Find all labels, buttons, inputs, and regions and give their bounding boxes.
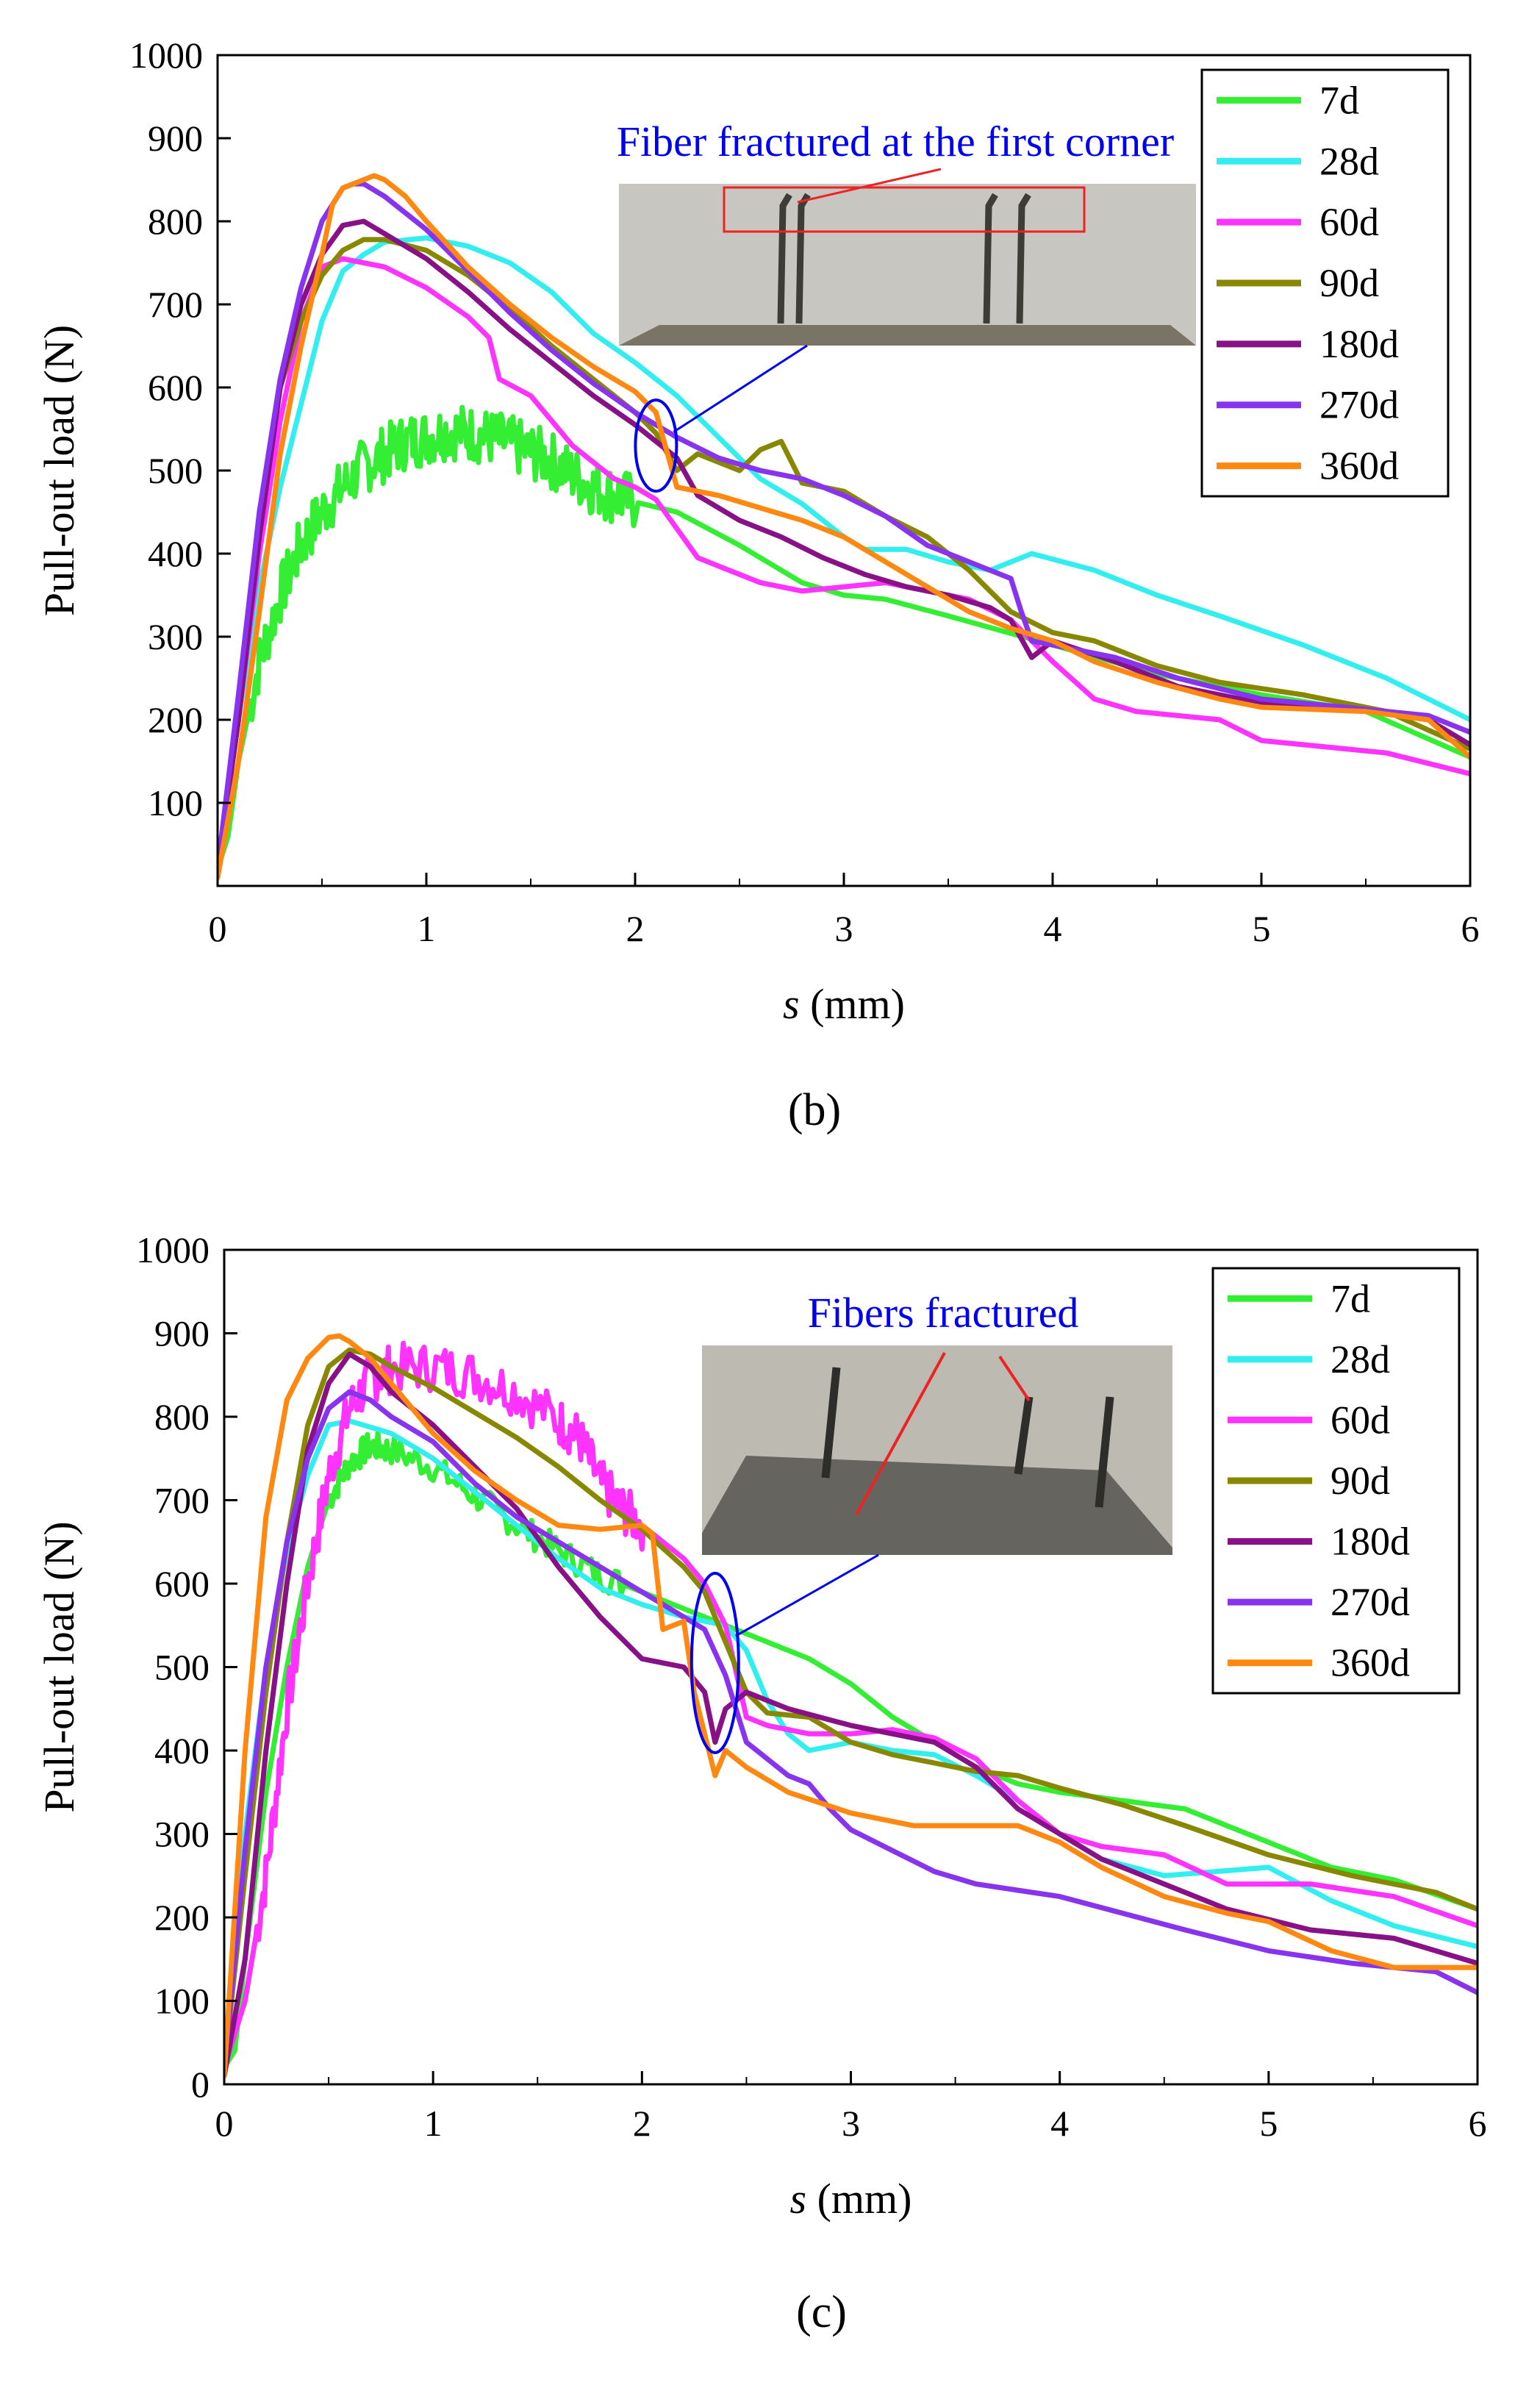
y-tick-label: 500 [148,450,203,491]
photo-fiber [1014,1396,1034,1475]
legend-label-60d: 60d [1331,1398,1390,1442]
x-tick-label: 3 [835,908,853,949]
photo-background [619,184,1196,346]
x-tick-label: 4 [1044,908,1062,949]
annotation-ellipse [634,398,678,493]
y-axis-label: Pull-out load (N) [35,1521,83,1812]
legend-label-90d: 90d [1319,261,1379,305]
series-group [224,1333,1478,2079]
y-tick-label: 300 [154,1814,209,1855]
series-line-28d [218,235,1470,872]
y-tick-label: 900 [148,118,203,159]
legend-label-180d: 180d [1331,1520,1410,1564]
legend-label-270d: 270d [1319,383,1399,427]
series-line-7d [218,404,1470,872]
annotation-ellipse [690,1571,740,1754]
y-tick-label: 400 [148,533,203,574]
y-tick-label: 100 [148,782,203,823]
y-tick-label: 200 [154,1897,209,1938]
photo-fiber [795,193,811,324]
x-axis-label-italic: s [783,980,800,1028]
photo-fiber [983,193,998,324]
photo-fibers-fractured [702,1345,1172,1555]
photo-fiber [821,1367,841,1478]
x-tick-label: 4 [1050,2103,1069,2144]
photo-specimen-base [619,325,1196,346]
photo-specimen-base [702,1456,1172,1555]
legend-label-7d: 7d [1319,78,1359,122]
y-tick-label: 500 [154,1647,209,1688]
x-tick-label: 0 [209,908,227,949]
legend-label-180d: 180d [1319,322,1399,366]
legend-label-60d: 60d [1319,200,1379,244]
photo-highlight-box [723,186,1086,233]
series-group [218,173,1470,881]
x-tick-label: 3 [842,2103,860,2144]
x-tick-label: 5 [1259,2103,1278,2144]
series-line-270d [224,1389,1478,2070]
y-tick-label: 600 [148,367,203,408]
panel-label: (c) [796,2287,847,2337]
y-tick-label: 100 [154,1981,209,2022]
x-axis-label-italic: s [790,2175,807,2223]
x-tick-label: 1 [418,908,436,949]
legend-label-270d: 270d [1331,1580,1410,1624]
photo-fiber-fractured-at-first-corner [619,168,1196,346]
legend-label-90d: 90d [1331,1459,1390,1503]
photo-red-arrow [998,1355,1031,1402]
annotation-leader-line [673,344,808,433]
legend-label-7d: 7d [1331,1276,1370,1320]
y-tick-label: 0 [191,2064,209,2105]
x-axis-label: s (mm) [783,980,905,1028]
y-tick-label: 400 [154,1730,209,1771]
x-axis-label-rest: (mm) [800,980,905,1028]
x-tick-label: 1 [424,2103,443,2144]
chart-panel-b: Fiber fractured at the first corner 0 1 2 3 4… [35,35,1480,1135]
series-line-360d [218,173,1470,881]
series-line-180d [224,1351,1478,2079]
legend-label-28d: 28d [1319,139,1379,183]
series-line-90d [218,237,1470,872]
y-tick-label: 1000 [136,1229,209,1270]
annotation-text: Fiber fractured at the first corner [617,118,1174,165]
x-tick-label: 0 [215,2103,234,2144]
panel-label: (b) [788,1085,841,1135]
photo-fiber [777,193,792,324]
x-tick-label: 6 [1469,2103,1487,2144]
photo-red-pointer [797,168,942,204]
series-line-360d [224,1333,1478,2079]
y-tick-label: 200 [148,699,203,740]
photo-fiber [1095,1396,1114,1508]
chart-panel-c: Fibers fractured 0 1 2 3 4 5 6 0 100 200 300 400 500 6… [35,1229,1487,2337]
y-tick-label: 800 [148,201,203,242]
x-axis-label: s (mm) [790,2175,912,2223]
x-axis-label-rest: (mm) [806,2175,912,2223]
legend-label-360d: 360d [1319,444,1399,488]
x-tick-label: 2 [633,2103,651,2144]
y-tick-label: 1000 [129,35,203,76]
y-tick-label: 600 [154,1563,209,1604]
photo-red-arrow [855,1352,946,1515]
x-tick-label: 2 [626,908,645,949]
y-tick-label: 700 [148,284,203,325]
photo-fiber [1016,193,1031,324]
legend-label-360d: 360d [1331,1641,1410,1685]
annotation-leader-line [735,1553,879,1637]
x-tick-label: 6 [1461,908,1480,949]
y-tick-label: 900 [154,1313,209,1354]
legend-label-28d: 28d [1331,1337,1390,1381]
y-axis-label: Pull-out load (N) [35,325,83,616]
annotation-text: Fibers fractured [808,1289,1079,1337]
y-tick-label: 700 [154,1480,209,1521]
y-tick-label: 300 [148,616,203,657]
series-line-90d [224,1347,1478,2070]
x-tick-label: 5 [1253,908,1271,949]
y-tick-label: 800 [154,1396,209,1437]
